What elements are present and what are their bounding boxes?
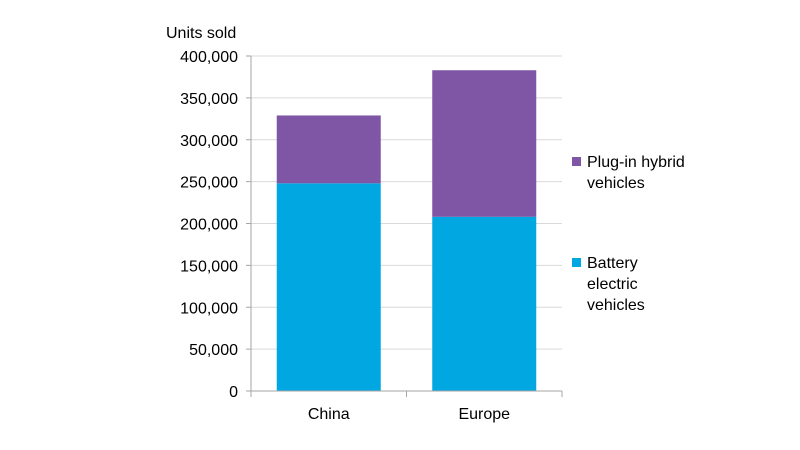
y-tick-label: 250,000 — [180, 175, 238, 192]
y-tick-label: 300,000 — [180, 133, 238, 150]
bar-battery-electric-vehicles-china — [276, 183, 381, 391]
bar-battery-electric-vehicles-europe — [432, 216, 537, 391]
axes: 0 50,000 100,000 150,000 200,000 250,000 300,0… — [180, 49, 563, 423]
y-tick-label: 200,000 — [180, 217, 238, 234]
legend-label: electric — [587, 276, 638, 293]
bars — [276, 70, 537, 391]
x-tick-label: Europe — [458, 406, 510, 423]
y-tick-label: 50,000 — [189, 342, 238, 359]
y-tick-label: 350,000 — [180, 91, 238, 108]
legend-label: Battery — [587, 255, 638, 272]
y-tick-label: 0 — [229, 384, 238, 401]
bar-plug-in-hybrid-vehicles-europe — [432, 70, 537, 217]
y-tick-label: 100,000 — [180, 300, 238, 317]
legend: Plug-in hybrid vehicles Battery electric veh… — [572, 154, 685, 314]
legend-swatch — [572, 157, 581, 166]
legend-label: vehicles — [587, 175, 645, 192]
x-tick-label: China — [308, 406, 350, 423]
bar-plug-in-hybrid-vehicles-china — [276, 115, 381, 184]
y-axis-title: Units sold — [166, 25, 236, 42]
legend-swatch — [572, 258, 581, 267]
legend-label: vehicles — [587, 297, 645, 314]
y-tick-label: 150,000 — [180, 258, 238, 275]
y-tick-label: 400,000 — [180, 49, 238, 66]
legend-label: Plug-in hybrid — [587, 154, 685, 171]
